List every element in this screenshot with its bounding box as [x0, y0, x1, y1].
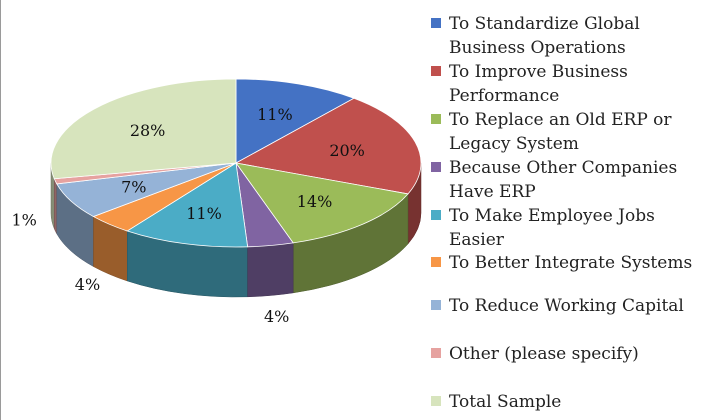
legend-item-0: To Standardize Global Business Operation… [431, 12, 709, 60]
legend-swatch-3 [431, 162, 441, 172]
legend-item-5: To Better Integrate Systems [431, 251, 709, 275]
data-label-7: 1% [12, 211, 37, 230]
legend-swatch-1 [431, 66, 441, 76]
data-label-5: 4% [75, 275, 100, 294]
legend-item-6: To Reduce Working Capital [431, 294, 709, 318]
data-label-3: 4% [264, 307, 289, 326]
legend-label-1: To Improve Business Performance [449, 62, 628, 106]
legend-swatch-8 [431, 396, 441, 406]
legend-swatch-6 [431, 300, 441, 310]
legend-item-1: To Improve Business Performance [431, 60, 709, 108]
pie-slice-4 [126, 162, 249, 248]
data-label-2: 14% [297, 192, 333, 211]
data-label-4: 11% [186, 204, 222, 223]
legend-swatch-0 [431, 18, 441, 28]
legend-label-7: Other (please specify) [449, 344, 639, 364]
pie-slice-8 [50, 78, 237, 180]
pie-side-7 [54, 178, 58, 235]
legend-label-5: To Better Integrate Systems [449, 253, 693, 273]
legend-swatch-2 [431, 114, 441, 124]
legend-item-7: Other (please specify) [431, 342, 709, 366]
legend-item-4: To Make Employee Jobs Easier [431, 204, 709, 252]
legend-label-0: To Standardize Global Business Operation… [449, 14, 640, 58]
legend-item-8: Total Sample [431, 390, 709, 414]
legend-label-2: To Replace an Old ERP or Legacy System [449, 110, 672, 154]
data-label-8: 28% [130, 121, 166, 140]
data-label-1: 20% [329, 141, 365, 160]
legend-label-8: Total Sample [449, 392, 562, 412]
legend-label-3: Because Other Companies Have ERP [449, 158, 678, 202]
legend-label-4: To Make Employee Jobs Easier [449, 206, 655, 250]
legend-swatch-4 [431, 210, 441, 220]
legend-swatch-7 [431, 348, 441, 358]
pie-side-3 [247, 242, 294, 298]
legend-swatch-5 [431, 257, 441, 267]
data-label-0: 11% [257, 105, 293, 124]
legend-item-2: To Replace an Old ERP or Legacy System [431, 108, 709, 156]
legend-item-3: Because Other Companies Have ERP [431, 156, 709, 204]
legend-label-6: To Reduce Working Capital [449, 296, 684, 316]
data-label-6: 7% [121, 178, 146, 197]
pie-slice-0 [235, 78, 355, 164]
pie-slice-1 [234, 97, 422, 195]
